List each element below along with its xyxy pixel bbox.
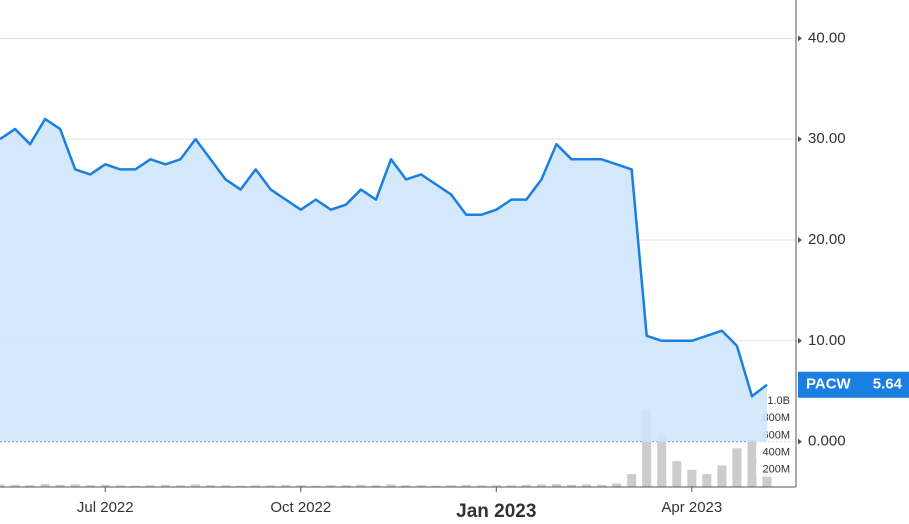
volume-label-bg [756, 445, 794, 460]
y-tick-label: 30.00 [808, 130, 846, 147]
volume-bar [627, 474, 637, 487]
volume-bar [371, 485, 381, 487]
volume-bar [747, 439, 757, 487]
volume-bar [491, 485, 501, 487]
volume-bar [341, 485, 351, 487]
volume-bar [236, 485, 246, 487]
volume-bar [206, 485, 216, 487]
y-tick-label: 40.00 [808, 29, 846, 46]
volume-bar [476, 485, 486, 487]
volume-bar [356, 484, 366, 487]
volume-bar [551, 483, 561, 487]
y-tick-label: 20.00 [808, 231, 846, 248]
volume-bar [175, 485, 185, 487]
price-tag [798, 371, 909, 398]
volume-bar [40, 483, 50, 487]
volume-bar [536, 484, 546, 487]
volume-bar [582, 484, 592, 487]
volume-bar [10, 484, 20, 487]
price-tag-name: PACW [806, 376, 852, 393]
volume-bar [326, 485, 336, 487]
volume-bar [612, 483, 622, 487]
volume-bar [190, 484, 201, 487]
volume-bar [642, 409, 652, 487]
volume-bar [597, 484, 607, 487]
volume-bar [145, 485, 155, 487]
y-tick-label: 10.00 [808, 332, 846, 349]
volume-bar [251, 485, 261, 487]
volume-bar [55, 484, 65, 487]
x-tick-label: Oct 2022 [270, 499, 331, 516]
volume-bar [566, 484, 577, 487]
volume-bar [446, 485, 456, 487]
volume-bar [401, 485, 411, 487]
volume-bar [657, 435, 667, 487]
x-tick-label: Apr 2023 [661, 499, 722, 516]
volume-bar [160, 484, 170, 487]
volume-bar [281, 484, 291, 487]
volume-bar [130, 485, 140, 487]
volume-bar [100, 484, 110, 487]
volume-bar [25, 485, 35, 487]
volume-bar [506, 485, 516, 487]
tick-mark [798, 438, 802, 445]
volume-bar [461, 484, 471, 487]
volume-bar [521, 484, 531, 487]
price-area [0, 118, 767, 442]
volume-bar [702, 474, 712, 487]
tick-mark [798, 236, 802, 243]
volume-tick-label: 200M [762, 464, 790, 476]
volume-tick-label: 600M [762, 429, 790, 441]
volume-bar [85, 485, 95, 487]
tick-mark [798, 136, 802, 143]
tick-mark [798, 35, 802, 42]
volume-bar [221, 485, 231, 487]
x-tick-label: Jul 2022 [77, 499, 134, 516]
volume-bar [732, 448, 742, 487]
volume-bar [0, 484, 5, 487]
volume-tick-label: 1.0B [767, 395, 790, 407]
tick-mark [798, 337, 802, 344]
volume-label-bg [756, 462, 794, 477]
volume-bar [717, 465, 727, 487]
volume-bar [762, 469, 772, 487]
price-line [0, 117, 768, 398]
volume-bar [672, 461, 682, 487]
volume-bar [70, 484, 80, 487]
volume-bar [115, 485, 125, 487]
volume-bar [311, 485, 321, 487]
volume-bar [431, 485, 441, 487]
volume-bar [386, 484, 396, 487]
volume-tick-label: 800M [762, 412, 790, 424]
price-tag-value: 5.64 [873, 376, 903, 393]
volume-bar [687, 469, 697, 487]
volume-bar [266, 485, 276, 487]
volume-bar [296, 485, 306, 487]
y-tick-label: 0.000 [808, 433, 846, 450]
x-tick-label: Jan 2023 [456, 501, 536, 522]
volume-tick-label: 400M [762, 446, 790, 458]
volume-bar [416, 485, 426, 487]
